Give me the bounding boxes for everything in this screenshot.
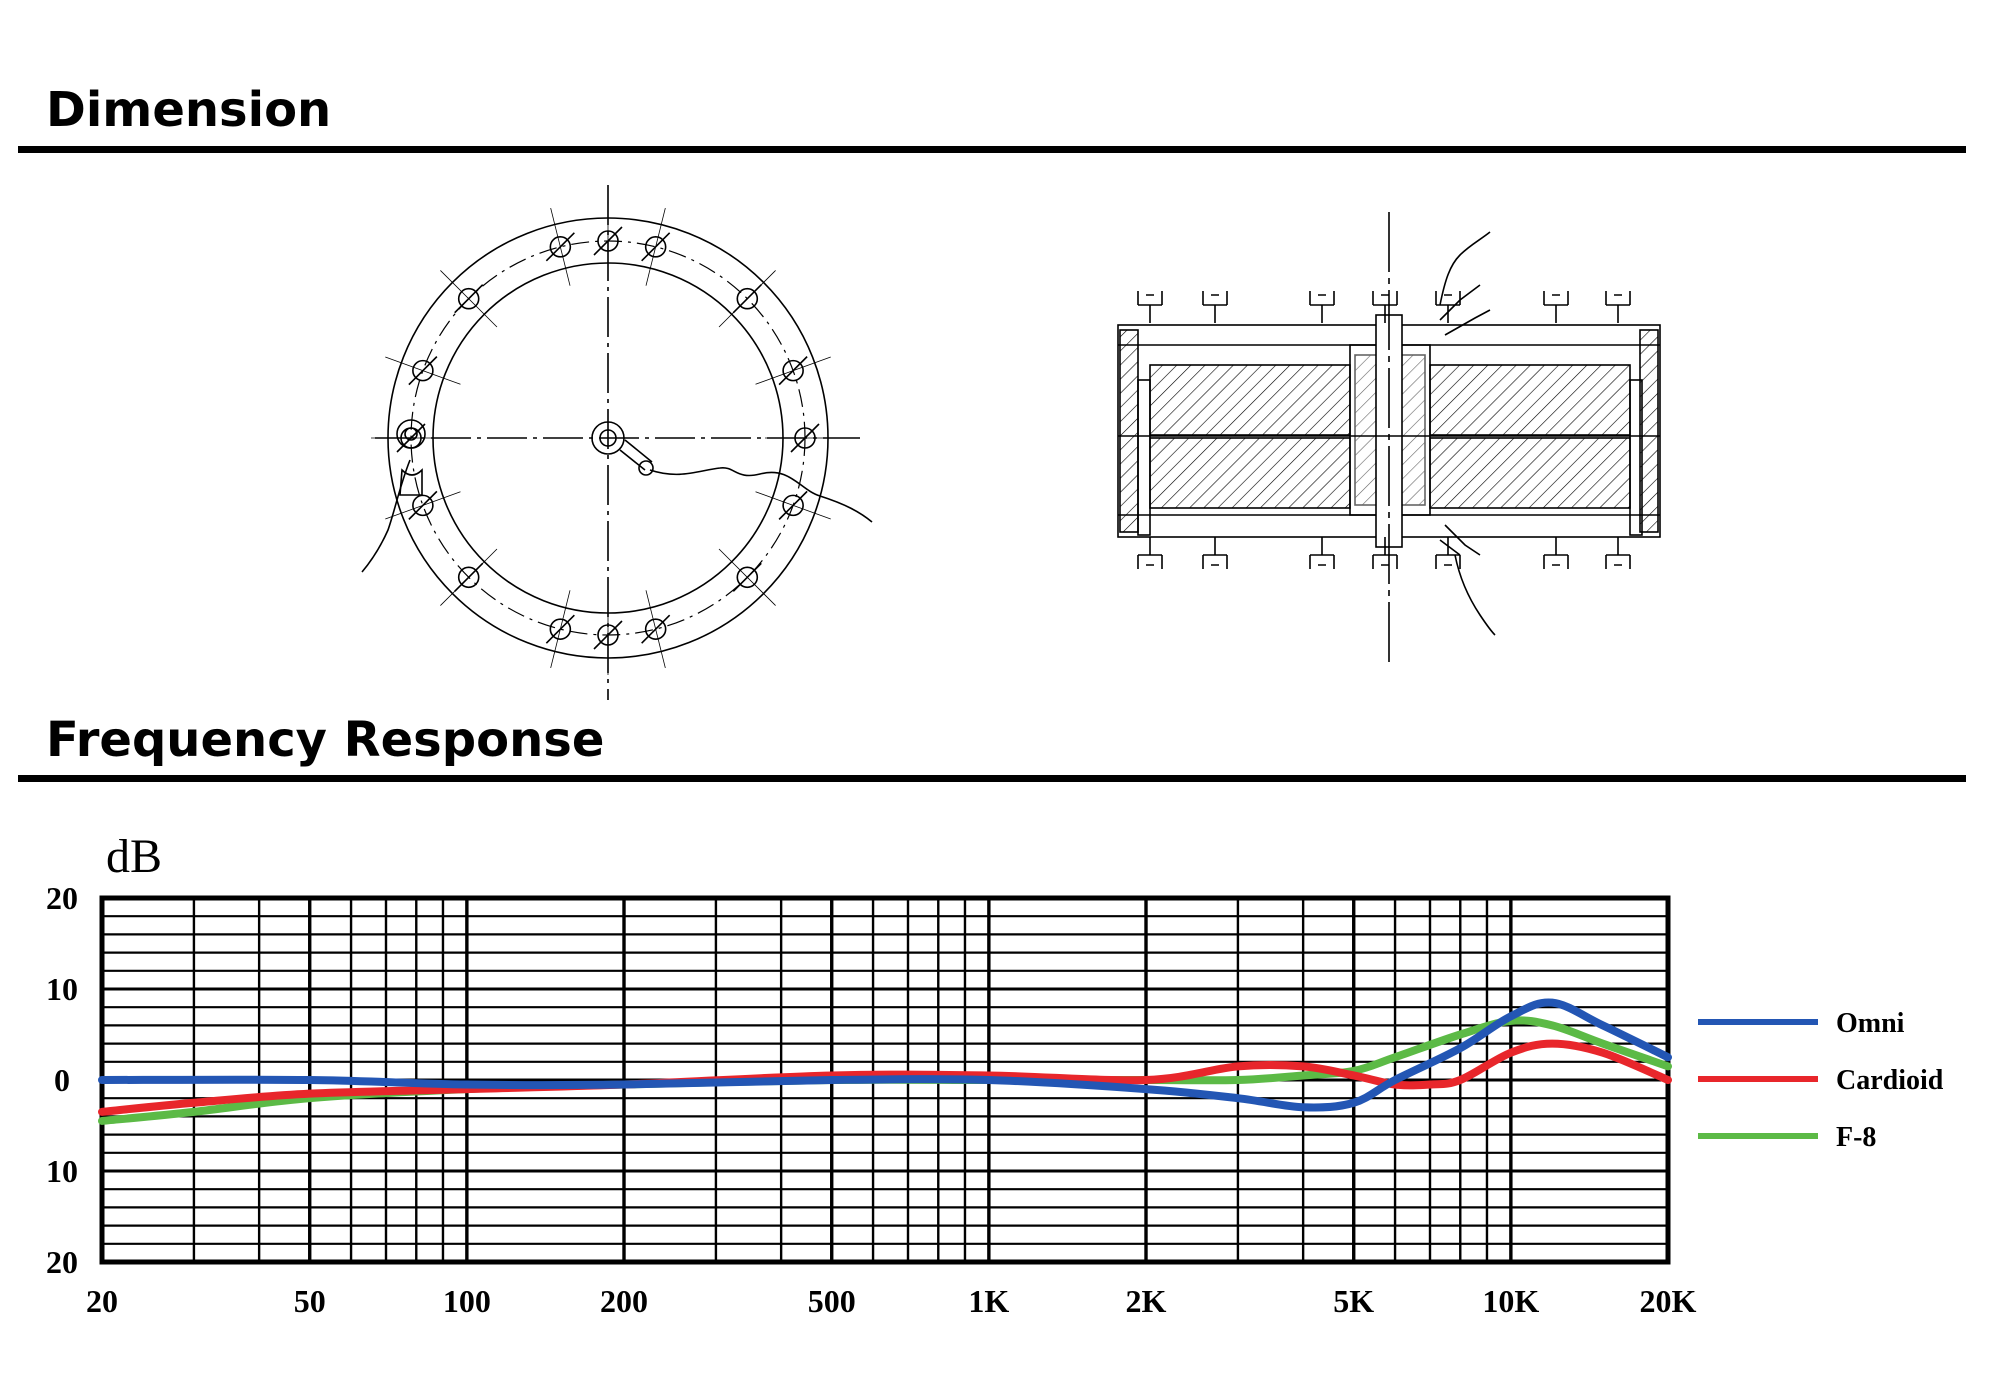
x-tick-label: 50: [294, 1283, 326, 1319]
x-tick-label: 200: [600, 1283, 648, 1319]
bolt-centerline: [550, 207, 571, 286]
bolt-centerline: [385, 491, 461, 520]
bolt-hole: [736, 566, 759, 589]
dimension-title: Dimension: [46, 82, 332, 138]
legend-label: Omni: [1836, 1008, 1905, 1039]
legend-label: F-8: [1836, 1122, 1876, 1153]
bolt-hole: [457, 566, 480, 589]
clamp-mark: [1372, 291, 1398, 323]
frequency-response-title: Frequency Response: [46, 712, 605, 768]
bolt-centerline: [440, 270, 498, 328]
x-tick-label: 10K: [1482, 1283, 1539, 1319]
dimension-drawings: [361, 185, 1661, 700]
series-line-f-8: [98, 1016, 1672, 1125]
bolt-hole: [736, 287, 759, 310]
bolt-centerline: [550, 590, 571, 669]
x-tick-label: 500: [808, 1283, 856, 1319]
bolt-hole: [412, 359, 434, 382]
x-tick-label: 5K: [1333, 1283, 1374, 1319]
clamp-mark: [1202, 291, 1228, 323]
front-view-drawing: [361, 185, 873, 700]
bolt-centerline: [718, 270, 776, 328]
bolt-centerline: [645, 590, 666, 669]
bolt-centerline: [755, 356, 831, 385]
bolt-centerline: [718, 548, 776, 606]
y-tick-label: 10: [46, 1153, 78, 1189]
bolt-hole: [644, 618, 667, 640]
clamp-mark: [1435, 291, 1461, 323]
bolt-centerline: [755, 491, 831, 520]
x-tick-label: 100: [443, 1283, 491, 1319]
bolt-hole: [549, 618, 572, 640]
clamp-mark: [1543, 291, 1569, 323]
legend-label: Cardioid: [1836, 1065, 1944, 1096]
series-line-cardioid: [98, 1039, 1672, 1116]
clamp-mark: [1309, 291, 1335, 323]
bolt-hole: [549, 236, 572, 258]
bolt-hole: [644, 236, 667, 258]
x-tick-label: 1K: [968, 1283, 1009, 1319]
x-tick-label: 20K: [1640, 1283, 1697, 1319]
clamp-mark: [1309, 537, 1335, 569]
dimension-rule: [18, 146, 1966, 153]
clamp-mark: [1137, 291, 1163, 323]
clamp-mark: [1137, 537, 1163, 569]
frequency-response-rule: [18, 775, 1966, 782]
unit-mask: [120, 890, 178, 898]
series-line-omni: [98, 998, 1672, 1112]
bolt-centerline: [385, 356, 461, 385]
y-tick-label: 20: [46, 1244, 78, 1280]
y-tick-label: 10: [46, 971, 78, 1007]
clamp-mark: [1543, 537, 1569, 569]
side-view-drawing: [1117, 212, 1661, 665]
clamp-mark: [1202, 537, 1228, 569]
y-tick-label: 0: [54, 1062, 70, 1098]
bolt-hole: [457, 287, 480, 310]
clamp-mark: [1605, 291, 1631, 323]
bolt-hole: [782, 494, 804, 517]
bolt-centerline: [440, 548, 498, 606]
clamp-mark: [1372, 537, 1398, 569]
x-tick-label: 20: [86, 1283, 118, 1319]
bolt-hole: [782, 359, 804, 382]
clamp-mark: [1605, 537, 1631, 569]
bolt-hole: [412, 494, 434, 517]
y-axis-unit-label: dB: [106, 830, 162, 883]
x-tick-label: 2K: [1126, 1283, 1167, 1319]
y-tick-label: 20: [46, 880, 78, 916]
clamp-mark: [1435, 537, 1461, 569]
bolt-centerline: [645, 207, 666, 286]
